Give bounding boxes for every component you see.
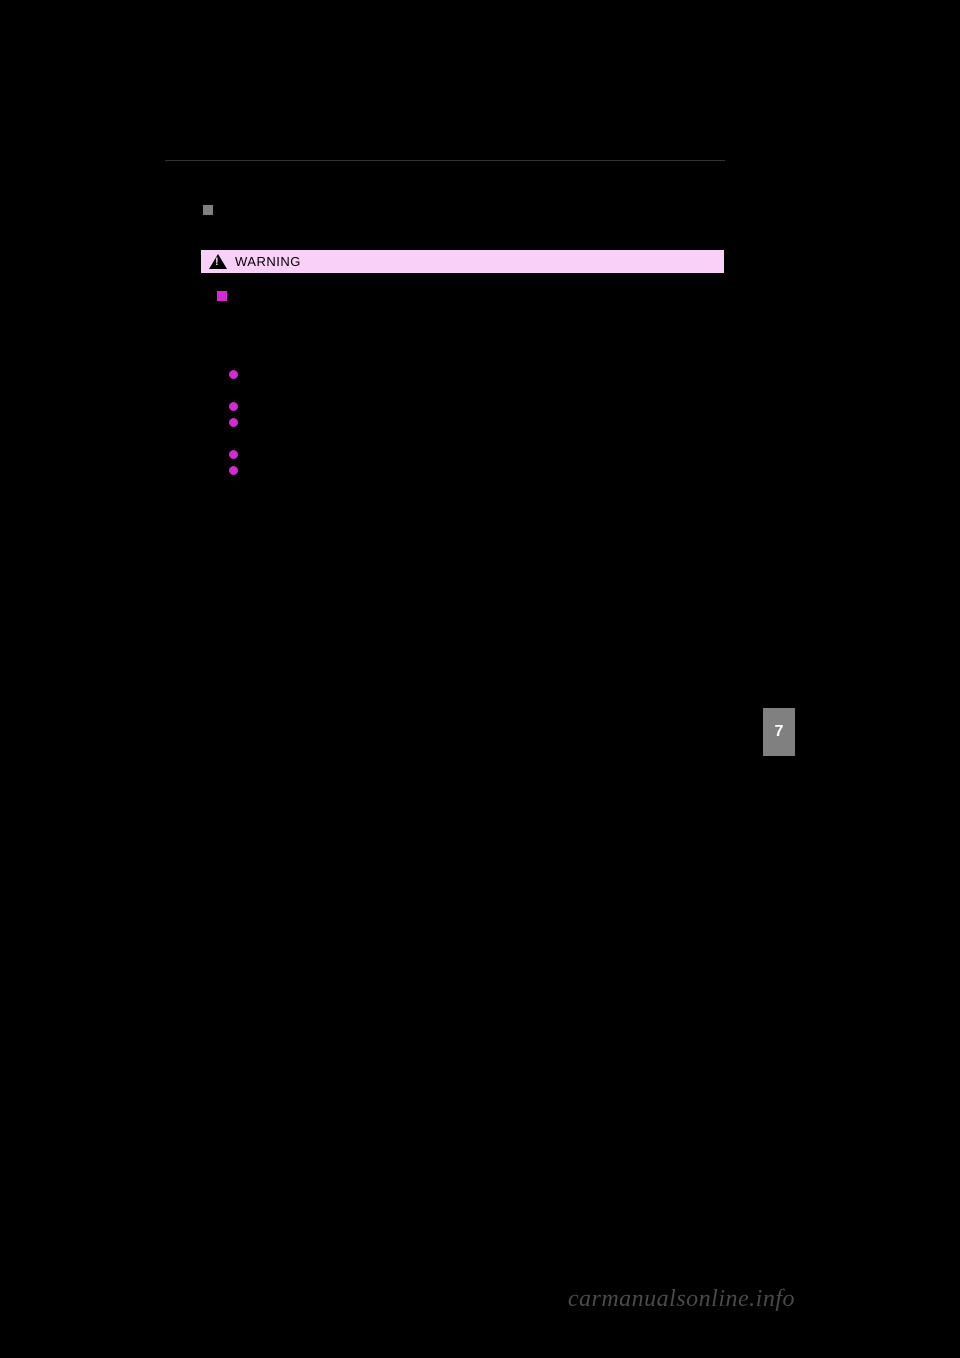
- manual-page: WARNING: [165, 160, 795, 496]
- warning-bullet: [229, 463, 708, 475]
- warning-section-marker-icon: [217, 291, 227, 301]
- warning-body: [201, 273, 724, 495]
- chapter-tab: 7: [763, 708, 795, 756]
- watermark-text: carmanualsonline.info: [568, 1286, 795, 1313]
- warning-bullet: [229, 415, 708, 427]
- warning-section-row: [217, 287, 708, 305]
- bullet-icon: [229, 450, 238, 459]
- warning-bullet: [229, 399, 708, 411]
- warning-box: WARNING: [200, 249, 725, 496]
- bullet-icon: [229, 418, 238, 427]
- warning-label: WARNING: [235, 254, 301, 269]
- bullet-icon: [229, 466, 238, 475]
- warning-header: WARNING: [201, 250, 724, 273]
- header-rule: [165, 160, 725, 161]
- bullet-icon: [229, 370, 238, 379]
- section-heading-row: [203, 201, 795, 219]
- warning-triangle-icon: [209, 254, 227, 269]
- warning-bullet: [229, 367, 708, 379]
- chapter-number: 7: [775, 723, 784, 741]
- section-marker-icon: [203, 205, 213, 215]
- bullet-icon: [229, 402, 238, 411]
- warning-bullet: [229, 447, 708, 459]
